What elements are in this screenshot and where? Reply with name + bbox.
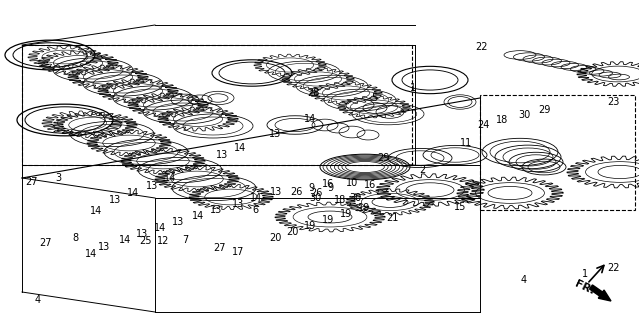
Text: 17: 17 [232, 247, 244, 257]
Text: 2: 2 [419, 165, 425, 175]
Text: 14: 14 [234, 143, 246, 153]
Text: 9: 9 [308, 183, 314, 193]
Text: 12: 12 [157, 236, 169, 246]
Text: 19: 19 [358, 203, 370, 213]
Text: 9: 9 [327, 183, 333, 193]
Text: 29: 29 [538, 105, 550, 115]
Text: 30: 30 [518, 110, 530, 120]
Text: 14: 14 [127, 188, 139, 198]
Text: 11: 11 [460, 138, 472, 148]
Text: 26: 26 [310, 188, 322, 198]
Bar [480, 95, 635, 210]
Text: 7: 7 [182, 235, 188, 245]
Text: 14: 14 [90, 206, 102, 216]
Text: FR.: FR. [574, 279, 596, 297]
Text: 15: 15 [454, 202, 466, 212]
FancyArrow shape [590, 285, 611, 301]
Text: 5: 5 [371, 93, 377, 103]
Text: 20: 20 [286, 227, 298, 237]
Text: 13: 13 [98, 242, 110, 252]
Text: 13: 13 [216, 150, 228, 160]
Text: 18: 18 [334, 195, 346, 205]
Text: 13: 13 [109, 195, 121, 205]
Text: 25: 25 [139, 236, 151, 246]
Text: 30: 30 [349, 193, 361, 203]
Text: 13: 13 [146, 181, 158, 191]
Text: 1: 1 [582, 269, 588, 279]
Text: 16: 16 [322, 179, 334, 189]
Text: 14: 14 [164, 173, 176, 183]
Text: 14: 14 [250, 193, 262, 203]
Text: 6: 6 [252, 205, 258, 215]
Text: 16: 16 [364, 180, 376, 190]
Text: 13: 13 [210, 205, 222, 215]
Text: 21: 21 [386, 213, 398, 223]
Text: 13: 13 [136, 229, 148, 239]
Text: 27: 27 [214, 243, 226, 253]
Text: 22: 22 [608, 263, 620, 273]
Text: 19: 19 [304, 221, 316, 231]
Text: 19: 19 [322, 215, 334, 225]
Text: 27: 27 [40, 238, 52, 248]
Text: 30: 30 [309, 193, 321, 203]
Text: 4: 4 [35, 295, 41, 305]
Text: 14: 14 [304, 114, 316, 124]
Text: 4: 4 [521, 275, 527, 285]
Text: 23: 23 [607, 97, 619, 107]
Text: 3: 3 [55, 173, 61, 183]
Text: 13: 13 [269, 129, 281, 139]
Text: 28: 28 [307, 88, 320, 98]
Text: 19: 19 [340, 209, 352, 219]
Text: 14: 14 [119, 235, 131, 245]
Text: 13: 13 [232, 199, 244, 209]
Text: 26: 26 [290, 187, 302, 197]
Text: 10: 10 [346, 178, 358, 188]
Text: 1: 1 [410, 83, 416, 93]
Text: 18: 18 [496, 115, 508, 125]
Text: 20: 20 [269, 233, 281, 243]
Bar [22, 45, 412, 165]
Text: 13: 13 [172, 217, 184, 227]
Text: 24: 24 [477, 120, 489, 130]
Text: 22: 22 [475, 42, 488, 52]
Text: 27: 27 [25, 177, 37, 187]
Text: 14: 14 [192, 211, 204, 221]
Text: 14: 14 [154, 223, 166, 233]
Text: 8: 8 [72, 233, 78, 243]
Text: 29: 29 [377, 153, 389, 163]
Text: 14: 14 [85, 249, 97, 259]
Text: 13: 13 [270, 187, 282, 197]
